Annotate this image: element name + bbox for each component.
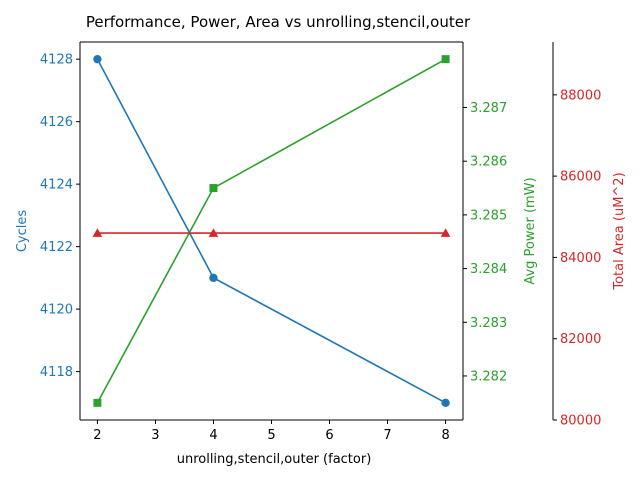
- data-point-2-1: [208, 228, 219, 237]
- y-tick-label-0: 4122: [40, 240, 73, 255]
- y-tick-label-1: 3.286: [470, 155, 507, 170]
- y-tick-label-2: 88000: [560, 88, 601, 103]
- y-tick-label-0: 4128: [40, 53, 73, 68]
- y-tick-label-2: 80000: [560, 414, 601, 429]
- data-point-0-0: [93, 54, 102, 64]
- x-axis-label: unrolling,stencil,outer (factor): [177, 452, 372, 467]
- y-tick-label-2: 82000: [560, 332, 601, 347]
- y-tick-label-0: 4120: [40, 303, 73, 318]
- y-tick-label-1: 3.287: [470, 101, 507, 116]
- x-tick-label: 4: [209, 428, 217, 443]
- x-tick-label: 7: [383, 428, 391, 443]
- data-point-2-2: [440, 228, 451, 237]
- data-point-0-2: [441, 398, 450, 408]
- y-tick-label-1: 3.283: [470, 316, 507, 331]
- x-tick-label: 5: [267, 428, 275, 443]
- x-tick-label: 6: [325, 428, 333, 443]
- chart-title: Performance, Power, Area vs unrolling,st…: [86, 13, 471, 31]
- y-axis-label-1: Avg Power (mW): [523, 177, 538, 284]
- y-tick-label-1: 3.282: [470, 369, 507, 384]
- y-axis-label-2: Total Area (uM^2): [612, 172, 627, 290]
- y-tick-label-0: 4118: [40, 365, 73, 380]
- x-tick-label: 8: [441, 428, 449, 443]
- y-axis-label-0: Cycles: [15, 210, 30, 253]
- axes-layer: 2 3 4 5 6 7 8 4118 4120 4122 4124 4126 4128 Cycles 3.2…: [15, 41, 627, 443]
- y-tick-label-2: 86000: [560, 170, 601, 185]
- y-tick-label-0: 4124: [40, 178, 73, 193]
- y-tick-label-2: 84000: [560, 251, 601, 266]
- data-point-0-1: [209, 273, 218, 283]
- x-tick-label: 2: [93, 428, 101, 443]
- x-tick-label: 3: [151, 428, 159, 443]
- data-point-2-0: [92, 228, 103, 237]
- data-point-1-0: [93, 398, 102, 407]
- plot-layer: [92, 54, 451, 408]
- data-point-1-1: [209, 184, 218, 193]
- y-tick-label-1: 3.285: [470, 208, 507, 223]
- data-point-1-2: [441, 55, 450, 64]
- y-tick-label-1: 3.284: [470, 262, 507, 277]
- y-tick-label-0: 4126: [40, 115, 73, 130]
